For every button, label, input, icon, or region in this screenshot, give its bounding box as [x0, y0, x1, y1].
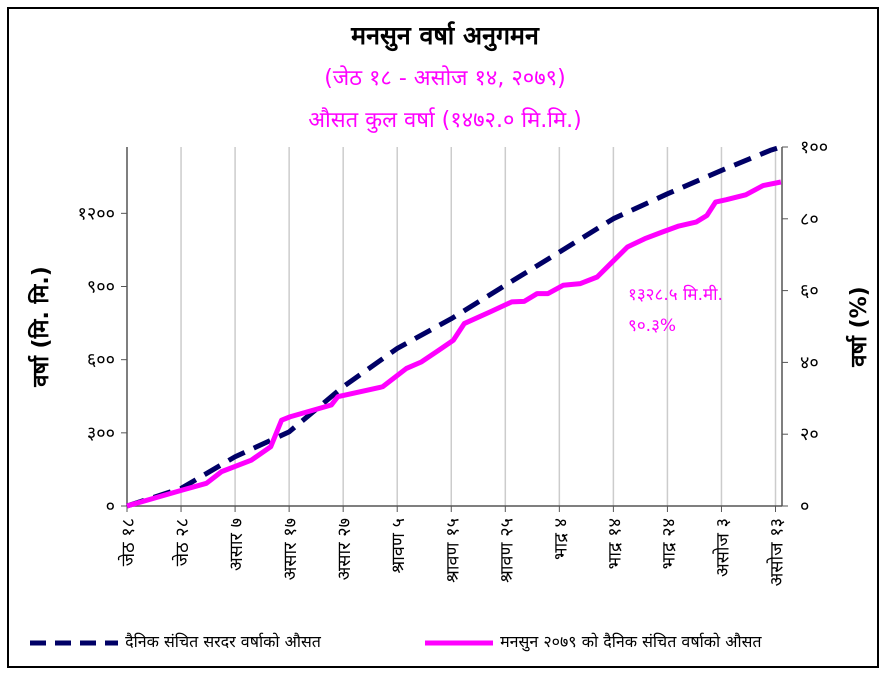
x-tick-label: असार ७ — [226, 518, 247, 571]
x-tick-label: जेठ २८ — [171, 518, 193, 566]
x-tick-label: असोज ३ — [711, 518, 733, 577]
legend-swatch-solid — [425, 640, 493, 645]
legend-label-normal: दैनिक संचित सरदर वर्षाको औसत — [125, 632, 321, 651]
chart-title: मनसुन वर्षा अनुगमन — [351, 21, 539, 50]
legend-item-normal: दैनिक संचित सरदर वर्षाको औसत — [30, 630, 321, 653]
legend-item-2079: मनसुन २०७९ को दैनिक संचित वर्षाको औसत — [425, 630, 762, 653]
legend-swatch-dashed — [30, 640, 118, 645]
x-tick-label: भाद्र २४ — [658, 518, 679, 569]
y-tick-label: ० — [106, 496, 115, 517]
y-tick-label: १२०० — [78, 203, 115, 224]
y-axis-title-right: वर्षा (%) — [845, 286, 872, 367]
x-tick-label: भाद्र ४ — [550, 518, 571, 560]
x-tick-label: श्रावण ५ — [388, 518, 409, 574]
chart-subtitle-period: (जेठ १८ - असोज १४, २०७९) — [324, 66, 566, 91]
x-tick-label: जेठ १८ — [117, 518, 139, 566]
series-line-2079 — [126, 179, 782, 509]
x-tick-label: असार २७ — [334, 518, 355, 580]
y-axis-title-left: वर्षा (मि. मि.) — [27, 266, 54, 388]
chart-subtitle-average: औसत कुल वर्षा (१४७२.० मि.मि.) — [308, 108, 582, 133]
y-tick-label: ९०० — [87, 277, 115, 298]
y-right-tick-label: ८० — [800, 209, 819, 230]
y-right-tick-label: २० — [800, 424, 819, 445]
y-right-tick-label: ६० — [800, 281, 819, 302]
chart-frame — [7, 7, 879, 668]
y-right-tick-label: ० — [800, 496, 809, 517]
y-right-tick-label: ४० — [800, 352, 819, 373]
x-tick-label: असोज १३ — [766, 518, 788, 586]
series-line-normal — [126, 144, 782, 509]
x-tick-label: श्रावण २५ — [496, 518, 517, 583]
x-tick-label: असार १७ — [280, 518, 301, 580]
x-tick-label: भाद्र १४ — [604, 518, 625, 569]
legend-label-2079: मनसुन २०७९ को दैनिक संचित वर्षाको औसत — [500, 632, 762, 651]
x-tick-label: श्रावण १५ — [442, 518, 463, 583]
y-tick-label: ६०० — [87, 350, 115, 371]
annotation-percent: ९०.३% — [628, 316, 676, 336]
annotation-total: १३२८.५ मि.मी. — [628, 284, 723, 305]
y-right-tick-label: १०० — [800, 137, 828, 158]
y-tick-label: ३०० — [87, 423, 115, 444]
